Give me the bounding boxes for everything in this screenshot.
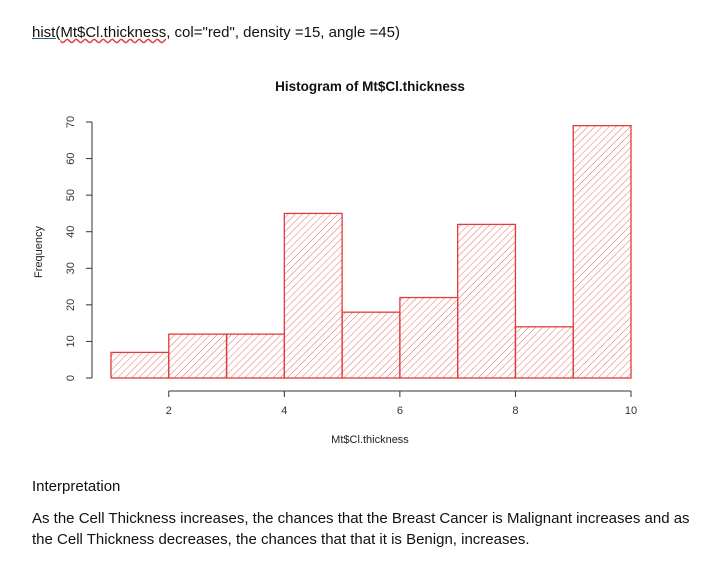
x-tick-label: 10	[625, 405, 637, 417]
histogram-bar	[283, 212, 343, 379]
y-tick-label: 60	[65, 152, 77, 164]
x-tick-label: 8	[512, 405, 518, 417]
histogram-bar	[341, 311, 401, 379]
code-argument: Mt$Cl.thickness	[60, 24, 167, 41]
histogram-bar	[457, 223, 517, 379]
histogram-bar	[225, 333, 285, 379]
histogram-bar	[110, 351, 170, 379]
x-tick-label: 4	[281, 405, 287, 417]
y-tick-label: 0	[65, 375, 77, 381]
histogram-bar	[572, 125, 632, 379]
y-tick-label: 40	[65, 226, 77, 238]
histogram-bar	[168, 333, 228, 379]
interpretation-heading: Interpretation	[32, 478, 121, 495]
histogram-bar	[399, 296, 459, 379]
histogram-bar	[514, 326, 574, 379]
code-line: hist(Mt$Cl.thickness, col="red", density…	[32, 24, 400, 41]
code-function: hist(	[32, 24, 61, 41]
y-tick-label: 10	[65, 335, 77, 347]
y-tick-label: 50	[65, 189, 77, 201]
x-tick-label: 6	[397, 405, 403, 417]
y-tick-label: 30	[65, 262, 77, 274]
code-rest: , col="red", density =15, angle =45)	[166, 24, 400, 41]
interpretation-text: As the Cell Thickness increases, the cha…	[32, 510, 690, 548]
x-tick-label: 2	[166, 405, 172, 417]
x-axis-label: Mt$Cl.thickness	[331, 434, 409, 446]
y-axis-label: Frequency	[33, 226, 45, 278]
y-tick-label: 20	[65, 299, 77, 311]
y-tick-label: 70	[65, 116, 77, 128]
chart-title: Histogram of Mt$Cl.thickness	[275, 79, 465, 94]
